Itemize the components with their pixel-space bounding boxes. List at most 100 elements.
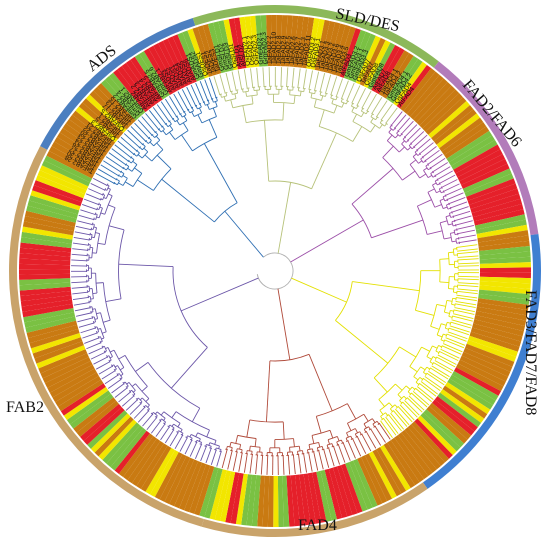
leaf-strip	[24, 210, 76, 227]
leaf-strip	[417, 415, 457, 456]
branch-line	[395, 383, 403, 391]
leaf-strip	[121, 62, 156, 107]
branch-arc	[444, 322, 448, 329]
leaf-strip	[456, 363, 504, 392]
branch-arc	[429, 167, 432, 170]
leaf-strip	[379, 444, 411, 491]
branch-line	[236, 448, 238, 452]
branch-line	[430, 367, 449, 380]
branch-line	[303, 453, 308, 473]
branch-arc	[92, 224, 95, 230]
branch-arc	[147, 362, 200, 409]
leaf-strip	[75, 106, 118, 143]
branch-line	[413, 376, 419, 381]
branch-arc	[122, 178, 128, 186]
leaf-strip	[463, 347, 513, 372]
branch-line	[419, 376, 423, 380]
branch-arc	[351, 203, 372, 238]
branch-arc	[104, 188, 107, 191]
branch-line	[458, 265, 479, 267]
branch-arc	[440, 186, 443, 189]
leaf-strip	[425, 97, 467, 135]
branch-line	[447, 331, 468, 340]
branch-line	[145, 140, 149, 144]
branch-line	[155, 135, 161, 141]
branch-arc	[136, 152, 140, 157]
branch-line	[445, 214, 451, 218]
branch-arc	[448, 202, 450, 206]
leaf-strip	[90, 413, 131, 453]
branch-line	[407, 146, 411, 151]
branch-line	[318, 442, 321, 448]
branch-line	[366, 93, 377, 111]
branch-line	[114, 387, 128, 398]
leaf-strip	[444, 382, 491, 415]
branch-arc	[99, 340, 102, 344]
branch-arc	[172, 266, 208, 348]
leaf-strip	[461, 351, 511, 377]
clade-label-fab2: FAB2	[6, 399, 44, 416]
branch-arc	[317, 445, 323, 449]
leaf-strip	[401, 429, 437, 473]
branch-line	[356, 105, 359, 109]
branch-line	[402, 401, 418, 418]
branch-line	[453, 210, 471, 217]
branch-line	[107, 379, 122, 389]
leaf-strip	[428, 101, 470, 139]
branch-line	[203, 143, 238, 203]
branch-line	[308, 70, 313, 90]
branch-line	[449, 211, 453, 214]
branch-line	[183, 115, 188, 121]
leaf-strip	[72, 110, 116, 146]
branch-line	[144, 154, 153, 162]
leaf-strip	[282, 475, 290, 527]
branch-line	[333, 446, 341, 465]
leaf-strip	[172, 34, 197, 84]
leaf-strip	[19, 269, 71, 275]
leaf-strip	[297, 16, 309, 68]
branch-line	[124, 181, 134, 187]
branch-line	[437, 354, 457, 365]
branch-line	[384, 123, 387, 127]
branch-line	[394, 134, 399, 139]
branch-line	[411, 392, 428, 408]
branch-line	[313, 98, 317, 108]
leaf-strip	[125, 59, 160, 105]
branch-arc	[202, 101, 206, 103]
branch-arc	[368, 428, 372, 431]
branch-line	[457, 251, 479, 255]
leaf-strip	[62, 123, 108, 157]
branch-arc	[247, 450, 253, 452]
branch-line	[457, 248, 478, 252]
leaf-label: TaFAD2.2	[266, 35, 274, 64]
branch-arc	[89, 296, 92, 302]
branch-line	[378, 399, 385, 407]
branch-line	[423, 378, 441, 392]
branch-arc	[246, 94, 258, 97]
leaf-label: TaFAD2.9	[280, 35, 288, 64]
leaf-strip	[303, 473, 316, 525]
branch-line	[457, 288, 479, 292]
branch-arc	[432, 184, 437, 193]
branch-line	[403, 395, 407, 399]
branch-arc	[178, 430, 184, 434]
branch-arc	[141, 143, 144, 146]
branch-arc	[311, 451, 315, 453]
leaf-strip	[106, 425, 144, 468]
branch-arc	[346, 428, 356, 434]
leaf-strip	[257, 475, 265, 527]
branch-line	[93, 177, 108, 186]
branch-line	[446, 203, 450, 206]
branch-line	[434, 166, 451, 176]
branch-line	[335, 78, 344, 97]
leaf-strip	[30, 190, 81, 211]
branch-line	[452, 224, 456, 227]
branch-arc	[364, 430, 368, 434]
leaf-strip	[19, 282, 71, 291]
branch-arc	[346, 100, 350, 102]
branch-line	[405, 385, 411, 390]
branch-line	[311, 448, 314, 452]
leaf-strip	[306, 18, 320, 70]
branch-line	[93, 226, 97, 229]
branch-line	[325, 74, 332, 94]
